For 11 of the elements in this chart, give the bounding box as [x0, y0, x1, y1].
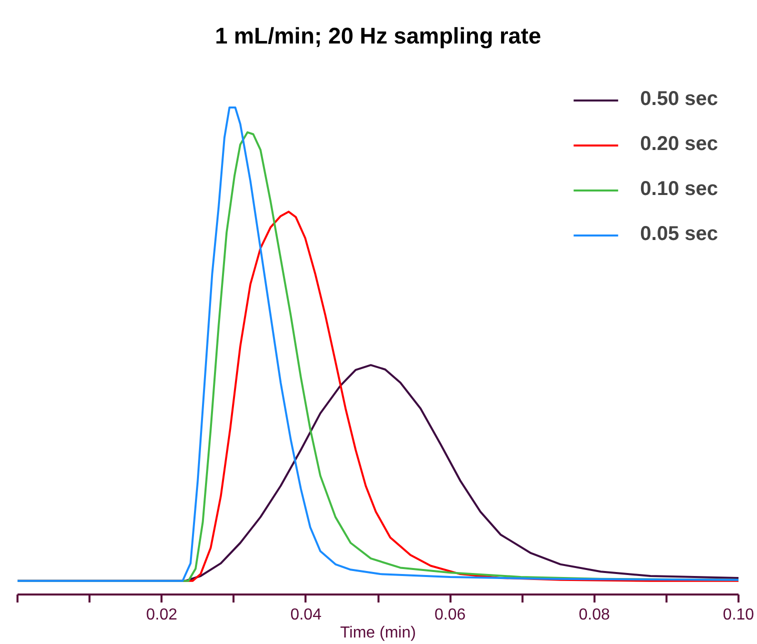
x-tick-label: 0.10 [722, 606, 754, 624]
chart-title: 1 mL/min; 20 Hz sampling rate [214, 22, 542, 48]
legend-label: 0.50 sec [640, 88, 718, 111]
legend-label: 0.10 sec [640, 178, 718, 201]
x-tick-label: 0.08 [578, 606, 610, 624]
x-tick-label: 0.06 [434, 606, 466, 624]
x-tick-label: 0.04 [290, 606, 322, 624]
legend-label: 0.20 sec [640, 133, 718, 156]
x-tick-label: 0.02 [146, 606, 178, 624]
x-axis-title: Time (min) [340, 624, 416, 642]
legend-label: 0.05 sec [640, 223, 718, 246]
